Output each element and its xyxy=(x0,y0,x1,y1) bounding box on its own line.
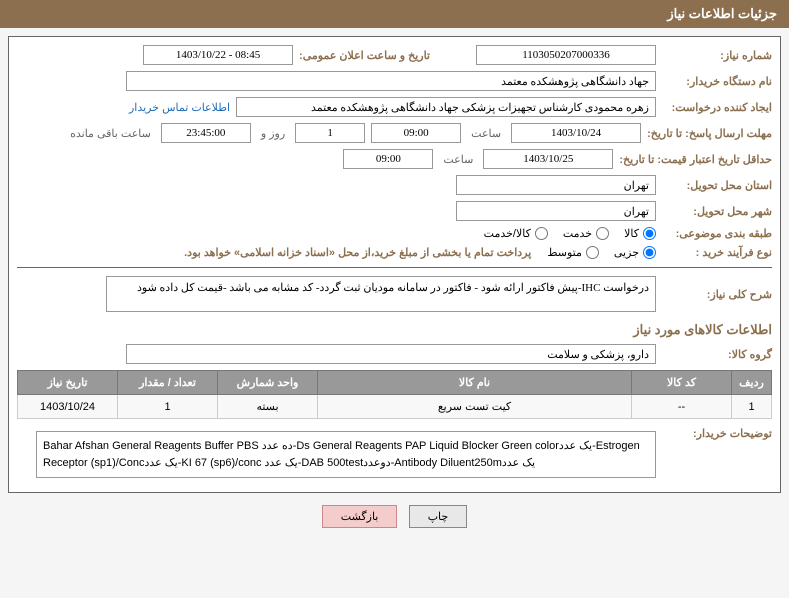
time-label-1: ساعت xyxy=(471,127,501,140)
col-qty: تعداد / مقدار xyxy=(118,371,218,395)
col-row: ردیف xyxy=(732,371,772,395)
col-name: نام کالا xyxy=(318,371,632,395)
contact-link[interactable]: اطلاعات تماس خریدار xyxy=(129,101,230,114)
response-deadline-label: مهلت ارسال پاسخ: تا تاریخ: xyxy=(647,127,772,140)
province-label: استان محل تحویل: xyxy=(662,179,772,192)
items-table: ردیف کد کالا نام کالا واحد شمارش تعداد /… xyxy=(17,370,772,419)
price-validity-label: حداقل تاریخ اعتبار قیمت: تا تاریخ: xyxy=(619,153,772,166)
button-row: چاپ بازگشت xyxy=(0,505,789,528)
days-input[interactable] xyxy=(295,123,365,143)
goods-group-label: گروه کالا: xyxy=(662,348,772,361)
page-header: جزئیات اطلاعات نیاز xyxy=(0,0,789,28)
buyer-org-input[interactable] xyxy=(126,71,656,91)
announce-label: تاریخ و ساعت اعلان عمومی: xyxy=(299,49,430,62)
city-label: شهر محل تحویل: xyxy=(662,205,772,218)
cell-code: -- xyxy=(632,395,732,419)
cat-goods-service-label: کالا/خدمت xyxy=(484,227,531,240)
requester-label: ایجاد کننده درخواست: xyxy=(662,101,772,114)
buyer-org-label: نام دستگاه خریدار: xyxy=(662,75,772,88)
proc-medium-label: متوسط xyxy=(547,246,582,259)
cell-row: 1 xyxy=(732,395,772,419)
category-label: طبقه بندی موضوعی: xyxy=(662,227,772,240)
cat-goods-service-radio[interactable] xyxy=(535,227,548,240)
city-input[interactable] xyxy=(456,201,656,221)
response-time-input[interactable] xyxy=(371,123,461,143)
remaining-label: ساعت باقی مانده xyxy=(70,127,151,140)
items-section-title: اطلاعات کالاهای مورد نیاز xyxy=(17,322,772,338)
requester-input[interactable] xyxy=(236,97,656,117)
announce-input[interactable] xyxy=(143,45,293,65)
col-unit: واحد شمارش xyxy=(218,371,318,395)
return-button[interactable]: بازگشت xyxy=(322,505,398,528)
general-desc-textarea[interactable] xyxy=(106,276,656,312)
col-code: کد کالا xyxy=(632,371,732,395)
cell-unit: بسته xyxy=(218,395,318,419)
need-number-label: شماره نیاز: xyxy=(662,49,772,62)
proc-medium-radio[interactable] xyxy=(586,246,599,259)
price-time-input[interactable] xyxy=(343,149,433,169)
cat-service-option[interactable]: خدمت xyxy=(563,227,609,240)
remaining-time-input[interactable] xyxy=(161,123,251,143)
cell-qty: 1 xyxy=(118,395,218,419)
cat-service-radio[interactable] xyxy=(596,227,609,240)
process-radio-group: جزیی متوسط xyxy=(547,246,656,259)
proc-medium-option[interactable]: متوسط xyxy=(547,246,599,259)
cat-goods-option[interactable]: کالا xyxy=(624,227,656,240)
buyer-notes-label: توضیحات خریدار: xyxy=(662,427,772,440)
need-number-input[interactable] xyxy=(476,45,656,65)
cat-goods-radio[interactable] xyxy=(643,227,656,240)
price-date-input[interactable] xyxy=(483,149,613,169)
cell-date: 1403/10/24 xyxy=(18,395,118,419)
col-date: تاریخ نیاز xyxy=(18,371,118,395)
table-row: 1 -- کیت تست سریع بسته 1 1403/10/24 xyxy=(18,395,772,419)
province-input[interactable] xyxy=(456,175,656,195)
general-desc-label: شرح کلی نیاز: xyxy=(662,288,772,301)
time-label-2: ساعت xyxy=(443,153,473,166)
print-button[interactable]: چاپ xyxy=(409,505,468,528)
cell-name: کیت تست سریع xyxy=(318,395,632,419)
proc-partial-radio[interactable] xyxy=(643,246,656,259)
process-label: نوع فرآیند خرید : xyxy=(662,246,772,259)
cat-goods-service-option[interactable]: کالا/خدمت xyxy=(484,227,548,240)
cat-service-label: خدمت xyxy=(563,227,592,240)
buyer-notes-box: Bahar Afshan General Reagents Buffer PBS… xyxy=(36,431,656,478)
proc-partial-option[interactable]: جزیی xyxy=(614,246,656,259)
main-form-container: شماره نیاز: تاریخ و ساعت اعلان عمومی: نا… xyxy=(8,36,781,493)
cat-goods-label: کالا xyxy=(624,227,639,240)
proc-partial-label: جزیی xyxy=(614,246,639,259)
goods-group-input[interactable] xyxy=(126,344,656,364)
category-radio-group: کالا خدمت کالا/خدمت xyxy=(484,227,656,240)
days-label: روز و xyxy=(261,127,285,140)
response-date-input[interactable] xyxy=(511,123,641,143)
payment-note: پرداخت تمام یا بخشی از مبلغ خرید،از محل … xyxy=(184,246,531,259)
